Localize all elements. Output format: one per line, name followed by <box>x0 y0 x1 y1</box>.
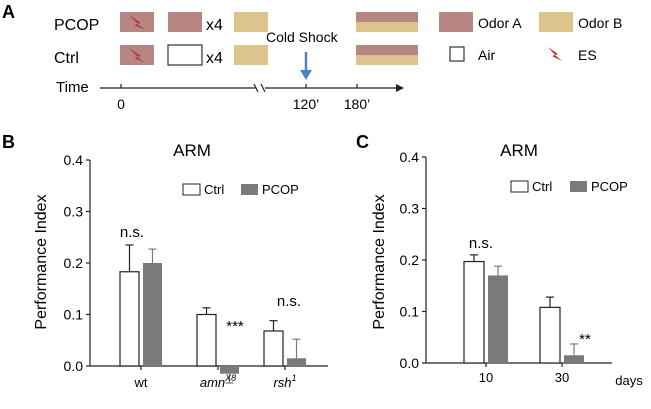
chart-c-sig-30: ** <box>579 331 591 348</box>
chart-c-x-tick-label: 30 <box>555 370 569 385</box>
chart-c-y-tick-label: 0.4 <box>400 149 420 165</box>
axis-break-mark <box>260 83 266 93</box>
pcop-odor-b-block <box>234 12 268 32</box>
chart-c-bar-pcop <box>488 275 508 363</box>
arrow-right-icon <box>396 84 404 92</box>
chart-c-legend-ctrl: Ctrl <box>532 179 552 194</box>
chart-c-bar-ctrl <box>539 306 561 364</box>
chart-c-bar-ctrl <box>463 260 485 364</box>
legend-odor-b-label: Odor B <box>578 15 622 31</box>
chart-b-category-label: rsh1 <box>273 373 296 390</box>
chart-b-sig-amn: *** <box>226 318 244 335</box>
row-label-pcop: PCOP <box>54 17 99 34</box>
panel-a: A PCOP Ctrl x4 x4 Cold Shock Time <box>2 2 622 112</box>
axis-break-mark <box>253 83 259 93</box>
chart-c-y-tick-label: 0.2 <box>400 252 420 268</box>
chart-b-y-tick-label: 0.0 <box>64 358 84 374</box>
chart-b-ylabel: Performance Index <box>33 194 50 329</box>
ctrl-test-odor-a <box>356 45 418 55</box>
chart-b-title: ARM <box>173 141 211 160</box>
legend-es-icon <box>548 47 562 61</box>
chart-c-ylabel: Performance Index <box>371 194 388 329</box>
pcop-odor-a-block <box>168 12 202 32</box>
chart-b-y-tick-label: 0.4 <box>64 152 84 168</box>
ctrl-repeat-label: x4 <box>206 50 223 67</box>
chart-b-bar-ctrl <box>119 271 140 367</box>
chart-b-sig-wt: n.s. <box>120 224 144 241</box>
chart-c-title: ARM <box>500 141 538 160</box>
chart-b-category-label: wt <box>134 375 148 390</box>
chart-b-bar-ctrl <box>196 313 217 367</box>
panel-b-label: B <box>2 132 15 152</box>
legend-odor-a-label: Odor A <box>478 15 522 31</box>
legend-odor-a-swatch <box>439 12 473 32</box>
time-tick-label: 0 <box>117 96 125 112</box>
ctrl-test-odor-b <box>356 55 418 65</box>
es-shock-icon <box>129 15 146 30</box>
chart-c-axes: 0.0 0.1 0.2 0.3 0.4 10 30 <box>400 149 612 385</box>
chart-b-legend-ctrl: Ctrl <box>204 182 224 197</box>
legend-air-swatch <box>449 46 465 62</box>
chart-b-bar-pcop <box>143 263 162 366</box>
panel-b: B ARM Performance Index 0.00.10.20.30.4 … <box>2 132 328 390</box>
chart-b-sig-rsh: n.s. <box>277 293 301 310</box>
row-label-ctrl: Ctrl <box>54 50 79 67</box>
ctrl-odor-b-block <box>234 45 268 65</box>
panel-a-label: A <box>2 2 15 22</box>
chart-c-sig-10: n.s. <box>469 235 493 252</box>
chart-c-xunit: days <box>615 373 643 388</box>
chart-c-x-tick-label: 10 <box>479 370 493 385</box>
chart-c-legend-ctrl-swatch <box>510 180 529 193</box>
legend-air-label: Air <box>478 47 495 63</box>
chart-b-y-tick-label: 0.3 <box>64 204 84 220</box>
chart-b-legend-ctrl-swatch <box>182 183 201 196</box>
cold-shock-label: Cold Shock <box>266 29 339 45</box>
chart-b-y-tick-label: 0.2 <box>64 255 84 271</box>
chart-b-bar-ctrl <box>263 330 284 367</box>
es-shock-icon <box>129 48 146 63</box>
pcop-test-odor-b <box>356 22 418 32</box>
chart-b-legend-pcop: PCOP <box>262 182 299 197</box>
chart-c-y-tick-label: 0.3 <box>400 201 420 217</box>
chart-b-y-tick-label: 0.1 <box>64 307 84 323</box>
chart-c-legend-pcop: PCOP <box>591 179 628 194</box>
panel-c: C ARM Performance Index 0.0 0.1 0.2 0.3 0.4 1… <box>356 132 643 388</box>
chart-c-bars <box>463 254 584 364</box>
time-axis-label: Time <box>56 79 89 96</box>
pcop-repeat-label: x4 <box>206 17 223 34</box>
chart-c-y-tick-label: 0.0 <box>400 355 420 371</box>
chart-c-legend-pcop-swatch <box>570 181 587 192</box>
panel-c-label: C <box>356 132 369 152</box>
chart-b-bars <box>119 244 306 384</box>
chart-c-bar-pcop <box>564 355 584 363</box>
pcop-test-odor-a <box>356 12 418 22</box>
legend-es-label: ES <box>578 47 597 63</box>
chart-b-category-label: amnX8 <box>200 373 236 390</box>
chart-b-legend-pcop-swatch <box>241 184 258 195</box>
chart-b-bar-pcop <box>220 366 239 374</box>
ctrl-air-block <box>167 44 203 66</box>
arrow-down-icon <box>300 70 312 80</box>
chart-b-bar-pcop <box>287 358 306 366</box>
legend-odor-b-swatch <box>539 12 573 32</box>
time-tick-label: 120’ <box>293 96 319 112</box>
chart-c-y-tick-label: 0.1 <box>400 304 420 320</box>
time-tick-label: 180’ <box>344 96 370 112</box>
